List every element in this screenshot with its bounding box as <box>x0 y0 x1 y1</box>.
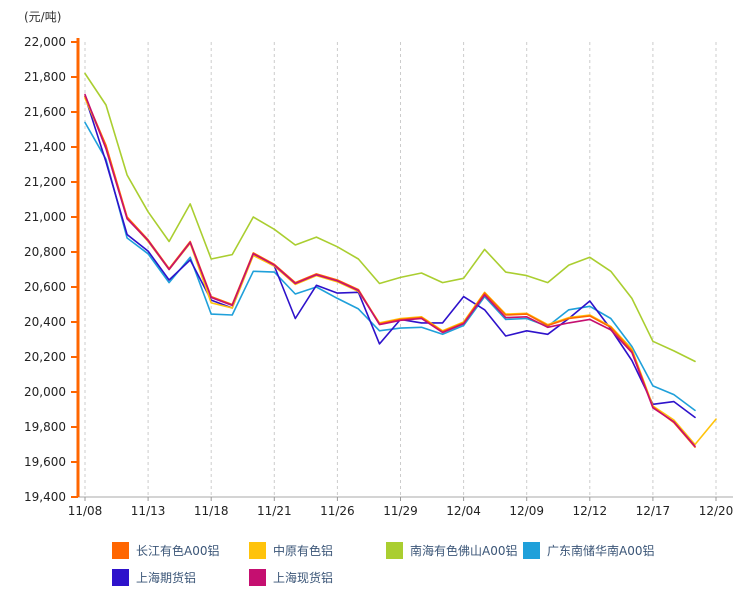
x-axis-tick-label: 11/18 <box>194 504 229 518</box>
price-line-chart: 11/08 11/13 11/18 11/21 11/26 11/29 12/04 12/09… <box>24 35 734 518</box>
y-axis-tick-label: 19,600 <box>24 455 66 469</box>
x-axis-tick-label: 11/26 <box>320 504 355 518</box>
x-axis-tick-label: 11/08 <box>68 504 103 518</box>
x-axis-tick-label: 12/04 <box>446 504 481 518</box>
x-axis-tick-label: 11/13 <box>131 504 166 518</box>
legend-swatch-guangdong <box>523 541 540 559</box>
legend-item-nanhai: 南海有色佛山A00铝 <box>386 541 523 559</box>
y-axis-unit-label: (元/吨) <box>24 10 62 24</box>
x-axis-tick-label: 11/29 <box>383 504 418 518</box>
legend-label-shanghai-spot: 上海现货铝 <box>273 570 334 585</box>
x-axis-tick-label: 12/17 <box>636 504 671 518</box>
series-line-0 <box>84 95 696 448</box>
y-axis-tick-label: 21,800 <box>24 70 66 84</box>
y-axis-tick-label: 19,800 <box>24 420 66 434</box>
y-axis-tick-label: 21,600 <box>24 105 66 119</box>
legend-swatch-shanghai-spot <box>249 568 266 586</box>
y-axis-tick-label: 21,200 <box>24 175 66 189</box>
legend-label-shanghai-futures: 上海期货铝 <box>136 570 197 585</box>
legend-label-changjiang: 长江有色A00铝 <box>136 543 220 558</box>
legend-swatch-changjiang <box>112 541 129 559</box>
legend-item-shanghai-futures: 上海期货铝 <box>112 568 249 586</box>
series-line-5 <box>84 93 696 448</box>
y-axis-tick-label: 21,400 <box>24 140 66 154</box>
legend-label-zhongyuan: 中原有色铝 <box>273 543 334 558</box>
legend-swatch-shanghai-futures <box>112 568 129 586</box>
x-axis-tick-label: 12/12 <box>573 504 608 518</box>
series-line-3 <box>84 121 696 412</box>
legend-item-changjiang: 长江有色A00铝 <box>112 541 249 559</box>
legend-label-nanhai: 南海有色佛山A00铝 <box>410 543 518 558</box>
y-axis-tick-label: 20,000 <box>24 385 66 399</box>
x-axis-tick-label: 11/21 <box>257 504 292 518</box>
legend-swatch-zhongyuan <box>249 541 266 559</box>
legend-swatch-nanhai <box>386 541 403 559</box>
y-axis-tick-label: 21,000 <box>24 210 66 224</box>
y-axis-tick-label: 20,600 <box>24 280 66 294</box>
legend-item-zhongyuan: 中原有色铝 <box>249 541 386 559</box>
legend-label-guangdong: 广东南储华南A00铝 <box>547 543 655 558</box>
x-axis-tick-label: 12/20 <box>699 504 734 518</box>
series-line-4 <box>84 95 696 419</box>
y-axis-tick-label: 20,200 <box>24 350 66 364</box>
series-line-2 <box>84 72 696 363</box>
x-axis-tick-label: 12/09 <box>509 504 544 518</box>
y-axis-tick-label: 19,400 <box>24 490 66 504</box>
y-axis-tick-label: 20,400 <box>24 315 66 329</box>
y-axis-tick-label: 22,000 <box>24 35 66 49</box>
y-axis-tick-label: 20,800 <box>24 245 66 259</box>
legend-item-shanghai-spot: 上海现货铝 <box>249 568 386 586</box>
chart-legend: 长江有色A00铝 中原有色铝 南海有色佛山A00铝 广东南储华南A00铝 上海期… <box>112 541 660 586</box>
legend-item-guangdong: 广东南储华南A00铝 <box>523 541 660 559</box>
